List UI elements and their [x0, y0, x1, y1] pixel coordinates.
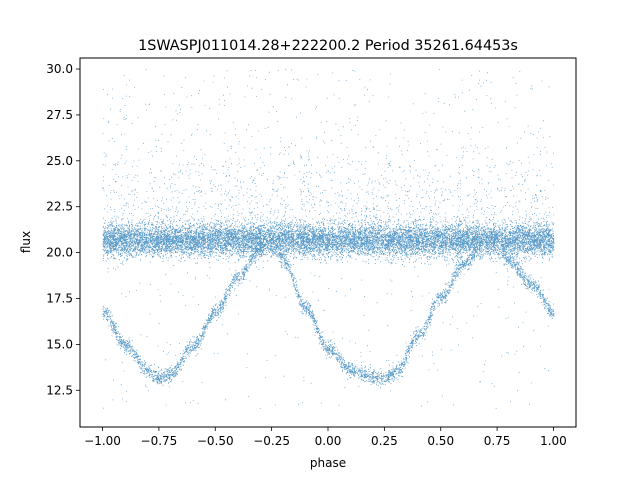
y-tick-label: 25.0	[46, 154, 73, 168]
y-tick-label: 20.0	[46, 246, 73, 260]
chart-title: 1SWASPJ011014.28+222200.2 Period 35261.6…	[138, 38, 518, 54]
x-tick-label: 0.50	[427, 434, 454, 448]
y-axis: 12.5 15.0 17.5 20.0 22.5 25.0 27.5 30.0	[46, 62, 80, 397]
x-axis: −1.00 −0.75 −0.50 −0.25 0.00 0.25 0.50 0.75 1.00	[84, 427, 567, 448]
y-tick-label: 27.5	[46, 108, 73, 122]
x-tick-label: −0.25	[253, 434, 290, 448]
y-tick-label: 30.0	[46, 62, 73, 76]
y-tick-label: 15.0	[46, 337, 73, 351]
x-tick-label: 0.25	[371, 434, 398, 448]
x-axis-label: phase	[310, 456, 346, 470]
y-tick-label: 12.5	[46, 383, 73, 397]
scatter-points	[102, 69, 555, 409]
y-axis-label: flux	[19, 231, 33, 253]
x-tick-label: 0.75	[484, 434, 511, 448]
x-tick-label: 0.00	[315, 434, 342, 448]
x-tick-label: −0.75	[141, 434, 178, 448]
y-tick-label: 22.5	[46, 200, 73, 214]
data-points	[102, 69, 555, 409]
y-tick-label: 17.5	[46, 291, 73, 305]
x-tick-label: −0.50	[197, 434, 234, 448]
x-tick-label: 1.00	[540, 434, 567, 448]
x-tick-label: −1.00	[84, 434, 121, 448]
